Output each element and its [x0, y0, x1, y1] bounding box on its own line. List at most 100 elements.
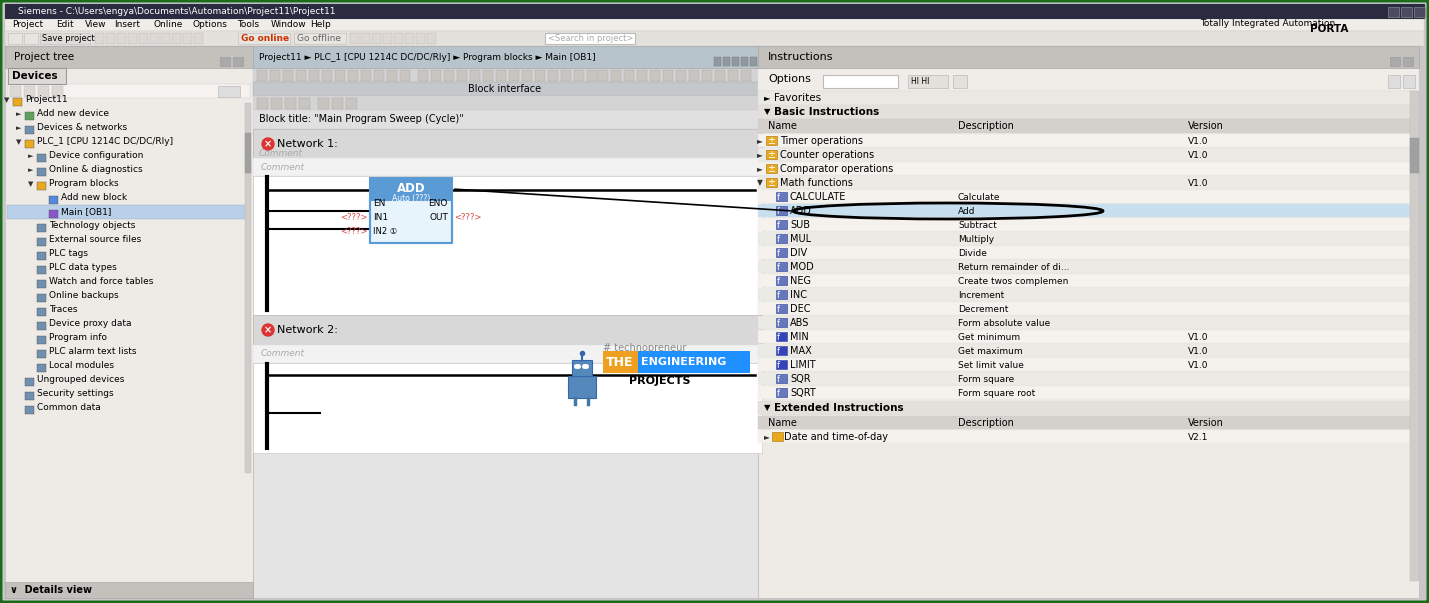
Bar	[444, 70, 454, 81]
Bar	[757, 316, 1410, 329]
Text: f: f	[777, 192, 780, 201]
Bar	[253, 158, 762, 176]
Text: Date and time-of-day: Date and time-of-day	[785, 432, 887, 442]
Text: Description: Description	[957, 418, 1013, 428]
Bar	[742, 57, 747, 66]
Text: Totally Integrated Automation: Totally Integrated Automation	[1200, 19, 1335, 28]
Text: Device configuration: Device configuration	[49, 151, 143, 160]
Bar	[432, 70, 442, 81]
Bar	[350, 33, 359, 44]
Bar	[1403, 57, 1413, 66]
Bar	[757, 386, 1410, 399]
Bar	[757, 232, 1410, 245]
Bar	[1403, 75, 1415, 88]
Bar	[522, 70, 532, 81]
Text: Options: Options	[193, 20, 227, 29]
Bar	[374, 70, 384, 81]
Bar	[332, 98, 343, 109]
Text: V1.0: V1.0	[1187, 178, 1209, 188]
Bar	[574, 70, 584, 81]
Text: V2.1: V2.1	[1187, 432, 1209, 441]
Bar	[129, 33, 137, 44]
Text: Technology objects: Technology objects	[49, 221, 136, 230]
Bar	[322, 70, 332, 81]
Text: Save project: Save project	[41, 34, 94, 43]
Bar	[757, 190, 1410, 203]
Bar	[24, 140, 34, 148]
Bar	[776, 388, 787, 397]
Text: ►: ►	[757, 136, 763, 145]
Bar	[757, 68, 1419, 91]
Bar	[37, 280, 46, 288]
Text: Description: Description	[957, 121, 1013, 131]
Text: ADD: ADD	[790, 206, 812, 216]
Bar	[757, 204, 1410, 217]
Bar	[37, 168, 46, 176]
Bar	[823, 75, 897, 88]
Bar	[603, 351, 637, 373]
Text: PLC_1 [CPU 1214C DC/DC/Rly]: PLC_1 [CPU 1214C DC/DC/Rly]	[37, 137, 173, 147]
Bar	[776, 290, 787, 299]
Bar	[9, 68, 66, 84]
Bar	[94, 33, 104, 44]
Bar	[219, 86, 240, 97]
Bar	[49, 210, 59, 218]
Text: Name: Name	[767, 418, 797, 428]
Bar	[757, 148, 1410, 161]
Bar	[776, 220, 787, 229]
Text: Comment: Comment	[262, 350, 304, 359]
Bar	[757, 162, 1410, 175]
Text: Online backups: Online backups	[49, 291, 119, 300]
Circle shape	[262, 324, 274, 336]
Text: SQR: SQR	[790, 374, 810, 384]
Text: Counter operations: Counter operations	[780, 150, 875, 160]
Text: Form square: Form square	[957, 374, 1015, 384]
Bar	[253, 96, 762, 110]
Bar	[370, 200, 452, 243]
Text: Name: Name	[767, 121, 797, 131]
Text: Devices: Devices	[11, 71, 57, 81]
Text: Version: Version	[1187, 418, 1223, 428]
Bar	[637, 351, 750, 373]
Bar	[194, 33, 203, 44]
Bar	[272, 98, 282, 109]
Bar	[772, 432, 783, 441]
Text: MIN: MIN	[790, 332, 809, 342]
Text: HI HI: HI HI	[912, 77, 929, 86]
Text: THE: THE	[606, 356, 633, 368]
Bar	[757, 176, 1410, 189]
Bar	[714, 70, 725, 81]
Text: Project: Project	[11, 20, 43, 29]
Bar	[776, 360, 787, 369]
Bar	[776, 234, 787, 243]
Bar	[253, 363, 762, 453]
Bar	[776, 276, 787, 285]
Bar	[757, 246, 1410, 259]
Bar	[24, 112, 34, 120]
Bar	[37, 252, 46, 260]
Text: V1.0: V1.0	[1187, 332, 1209, 341]
Text: <???>: <???>	[340, 227, 367, 236]
Text: Program info: Program info	[49, 333, 107, 343]
Bar	[37, 294, 46, 302]
Bar	[766, 150, 777, 159]
Bar	[702, 70, 712, 81]
Bar	[757, 91, 1419, 105]
Text: Project11: Project11	[24, 95, 67, 104]
Text: Local modules: Local modules	[49, 362, 114, 370]
Bar	[283, 70, 293, 81]
Text: Divide: Divide	[957, 248, 987, 257]
Text: SQRT: SQRT	[790, 388, 816, 398]
Bar	[37, 182, 46, 190]
Bar	[562, 70, 572, 81]
Bar	[427, 33, 436, 44]
Bar	[253, 82, 762, 96]
Bar	[597, 70, 607, 81]
Bar	[757, 105, 1419, 119]
Bar	[37, 336, 46, 344]
Text: ►: ►	[757, 151, 763, 160]
Text: Insert: Insert	[114, 20, 140, 29]
Text: Get maximum: Get maximum	[957, 347, 1023, 356]
Bar	[766, 178, 777, 187]
Bar	[1410, 91, 1419, 581]
